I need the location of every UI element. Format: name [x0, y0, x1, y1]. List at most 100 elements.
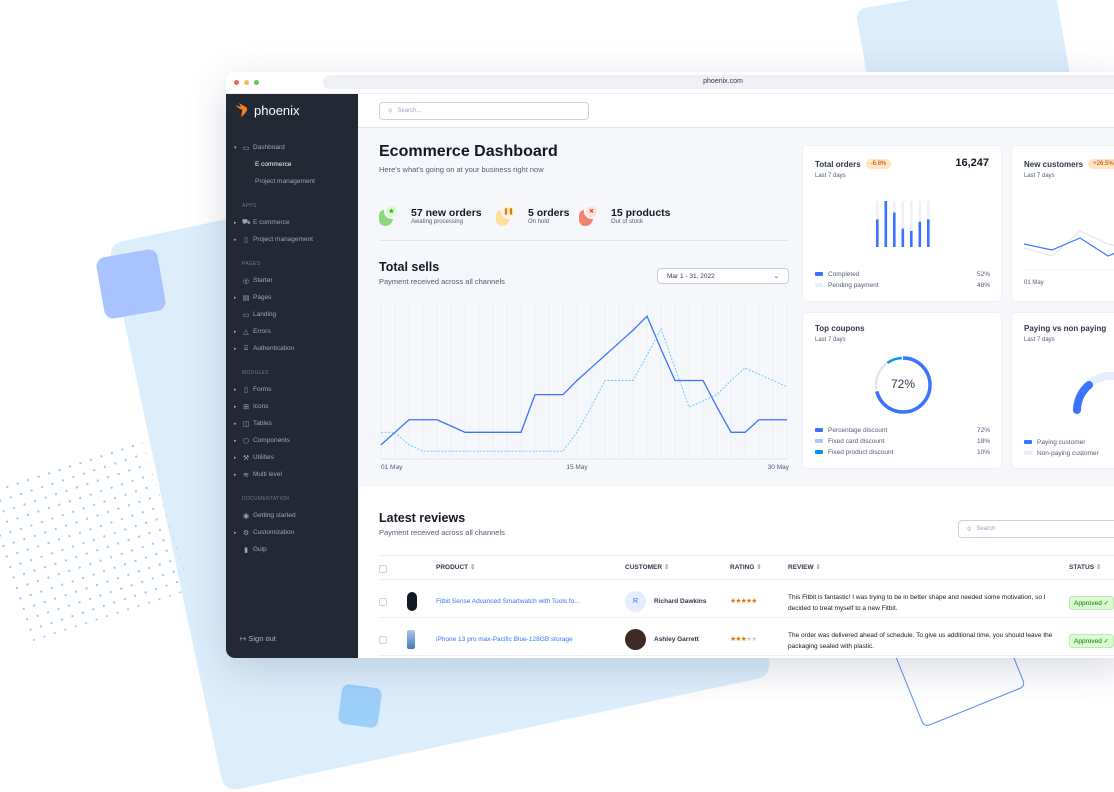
settings-icon: ⚙ — [242, 529, 250, 537]
sidebar-item-landing[interactable]: ▭Landing — [226, 306, 358, 323]
product-link[interactable]: Fitbit Sense Advanced Smartwatch with To… — [436, 598, 580, 605]
card-period: Last 7 days — [1024, 337, 1055, 343]
paying-card: Paying vs non paying Last 7 days Paying … — [1011, 312, 1114, 469]
sidebar-item-icons[interactable]: ▸⊞Icons — [226, 398, 358, 415]
sidebar-item-project-management[interactable]: ▸▯Project management — [226, 231, 358, 248]
column-label: RATING — [730, 564, 754, 571]
sign-out-link[interactable]: ↦ Sign out — [240, 634, 276, 644]
sidebar-item-dashboard[interactable]: ▾▭Dashboard — [226, 139, 358, 156]
divider — [379, 579, 1114, 580]
caret-right-icon: ▸ — [234, 404, 239, 410]
life-buoy-icon: ◉ — [242, 512, 250, 520]
stat-title: 15 products — [611, 207, 671, 219]
pause-badge-icon: ❚❚ — [496, 204, 522, 228]
minimize-window-dot[interactable] — [244, 80, 249, 85]
layout-icon: ▤ — [242, 294, 250, 302]
donut-center-value: 72% — [871, 377, 935, 391]
close-window-dot[interactable] — [234, 80, 239, 85]
sidebar-section-label: APPS — [226, 197, 358, 214]
sidebar-item-label: Utilities — [253, 454, 274, 461]
status-label: Approved — [1074, 638, 1102, 645]
sidebar-item-tables[interactable]: ▸◫Tables — [226, 415, 358, 432]
legend-item: Non-paying customer — [1024, 448, 1114, 459]
compass-icon: ◎ — [242, 277, 250, 285]
chevron-down-icon: ⌄ — [774, 272, 779, 280]
sidebar-item-gulp[interactable]: ▮Gulp — [226, 541, 358, 558]
x-tick-label: 01 May — [381, 464, 403, 471]
sidebar-item-label: Project management — [255, 178, 315, 185]
sidebar-item-label: Icons — [253, 403, 269, 410]
reviews-title: Latest reviews — [379, 511, 465, 525]
legend-item: Paying customer — [1024, 437, 1114, 448]
legend-label: Pending payment — [828, 282, 879, 289]
product-link[interactable]: iPhone 13 pro max-Pacific Blue-128GB sto… — [436, 636, 573, 643]
sidebar-item-errors[interactable]: ▸△Errors — [226, 323, 358, 340]
date-range-select[interactable]: Mar 1 - 31, 2022 ⌄ — [657, 268, 789, 284]
review-text: The order was delivered ahead of schedul… — [788, 630, 1053, 652]
sidebar-item-starter[interactable]: ◎Starter — [226, 272, 358, 289]
browser-window: phoenix.com phoenix ▾▭Dashboard E commerc… — [226, 72, 1114, 658]
stat-subtitle: Out of stock — [611, 219, 671, 225]
bar — [910, 231, 913, 247]
sidebar-item-multi-level[interactable]: ▸≋Multi level — [226, 466, 358, 483]
row-checkbox[interactable] — [379, 636, 387, 644]
caret-right-icon: ▸ — [234, 472, 239, 478]
column-header-product[interactable]: PRODUCT ⇕ — [436, 563, 475, 571]
bar — [876, 219, 879, 247]
caret-right-icon: ▸ — [234, 329, 239, 335]
search-placeholder: Search... — [397, 108, 421, 114]
sidebar-item-getting-started[interactable]: ◉Getting started — [226, 507, 358, 524]
reviews-search-input[interactable]: ⚲Search — [958, 520, 1114, 538]
legend-swatch — [815, 272, 823, 276]
brand-name: phoenix — [254, 103, 300, 118]
caret-right-icon: ▸ — [234, 421, 239, 427]
select-all-checkbox[interactable] — [379, 565, 387, 573]
sidebar-item-forms[interactable]: ▸▯Forms — [226, 381, 358, 398]
customer-name[interactable]: Richard Dawkins — [654, 598, 706, 605]
row-checkbox[interactable] — [379, 598, 387, 606]
alert-triangle-icon: △ — [242, 328, 250, 336]
sort-icon: ⇕ — [754, 564, 761, 571]
column-header-customer[interactable]: CUSTOMER ⇕ — [625, 563, 669, 571]
sidebar-item-customization[interactable]: ▸⚙Customization — [226, 524, 358, 541]
sidebar-item-project-management[interactable]: Project management — [226, 173, 358, 190]
column-header-review[interactable]: REVIEW ⇕ — [788, 563, 821, 571]
url-bar[interactable]: phoenix.com — [323, 75, 1114, 89]
sidebar-item-components[interactable]: ▸⬡Components — [226, 432, 358, 449]
sidebar-item-pages[interactable]: ▸▤Pages — [226, 289, 358, 306]
paying-gauge-chart — [1067, 368, 1114, 428]
monitor-icon: ▭ — [242, 144, 250, 152]
sort-icon: ⇕ — [814, 564, 821, 571]
legend-swatch — [1024, 440, 1032, 444]
sidebar-item-label: Tables — [253, 420, 272, 427]
customer-avatar: R — [625, 591, 646, 612]
legend-label: Fixed product discount — [828, 449, 893, 456]
search-icon: ⚲ — [967, 526, 971, 533]
total-orders-bar-chart — [873, 201, 933, 249]
maximize-window-dot[interactable] — [254, 80, 259, 85]
sidebar-item-label: Errors — [253, 328, 271, 335]
logo[interactable]: phoenix — [234, 102, 300, 118]
column-header-rating[interactable]: RATING ⇕ — [730, 563, 762, 571]
legend-value: 48% — [977, 282, 990, 289]
series-line-dashed — [381, 329, 787, 451]
check-icon: ✓ — [1102, 638, 1109, 645]
package-icon: ⬡ — [242, 437, 250, 445]
sidebar-nav: ▾▭Dashboard E commerce Project management A… — [226, 139, 358, 558]
status-badge: Approved ✓ — [1069, 634, 1114, 648]
global-search-input[interactable]: ⚲Search... — [379, 102, 589, 120]
customer-name[interactable]: Ashley Garrett — [654, 636, 699, 643]
column-header-status[interactable]: STATUS ⇕ — [1069, 563, 1101, 571]
sidebar-item-utilities[interactable]: ▸⚒Utilities — [226, 449, 358, 466]
sidebar-item-e-commerce[interactable]: ▸⛟E commerce — [226, 214, 358, 231]
date-range-value: Mar 1 - 31, 2022 — [667, 273, 715, 280]
sidebar-item-label: E commerce — [255, 161, 291, 168]
grid-icon: ⊞ — [242, 403, 250, 411]
sidebar-item-authentication[interactable]: ▸⍓Authentication — [226, 340, 358, 357]
sidebar-item-e-commerce[interactable]: E commerce — [226, 156, 358, 173]
